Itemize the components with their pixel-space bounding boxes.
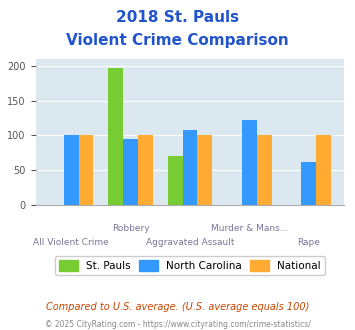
Bar [316, 135, 331, 205]
Bar [108, 68, 123, 205]
Text: Rape: Rape [297, 238, 320, 247]
Text: Murder & Mans...: Murder & Mans... [211, 224, 288, 233]
Bar [182, 130, 197, 205]
Text: Compared to U.S. average. (U.S. average equals 100): Compared to U.S. average. (U.S. average … [46, 302, 309, 312]
Legend: St. Pauls, North Carolina, National: St. Pauls, North Carolina, National [55, 256, 325, 275]
Bar [257, 135, 272, 205]
Bar [64, 135, 78, 205]
Bar [138, 135, 153, 205]
Bar [168, 156, 182, 205]
Bar [78, 135, 93, 205]
Bar [301, 162, 316, 205]
Bar [197, 135, 212, 205]
Bar [242, 120, 257, 205]
Text: 2018 St. Pauls: 2018 St. Pauls [116, 10, 239, 25]
Bar [123, 139, 138, 205]
Text: Robbery: Robbery [112, 224, 149, 233]
Text: All Violent Crime: All Violent Crime [33, 238, 109, 247]
Text: Aggravated Assault: Aggravated Assault [146, 238, 234, 247]
Text: Violent Crime Comparison: Violent Crime Comparison [66, 33, 289, 48]
Text: © 2025 CityRating.com - https://www.cityrating.com/crime-statistics/: © 2025 CityRating.com - https://www.city… [45, 320, 310, 329]
